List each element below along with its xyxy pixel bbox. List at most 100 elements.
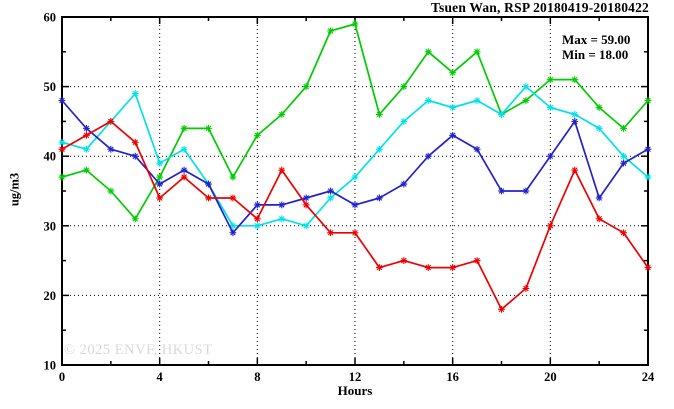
data-point-marker [595,124,603,132]
data-point-marker [571,76,579,84]
data-point-marker [205,194,212,202]
data-point-marker [473,48,481,56]
data-point-marker [327,229,334,237]
data-point-marker [180,145,188,153]
series-blue-line [58,97,652,237]
data-point-marker [83,166,90,174]
data-point-marker [644,264,652,271]
x-axis-label: Hours [337,383,373,398]
data-point-marker [351,173,359,181]
data-point-marker [400,257,408,264]
data-point-marker [522,83,530,90]
data-point-marker [595,215,603,223]
data-point-marker [546,104,554,111]
data-point-marker [83,145,90,153]
data-point-marker [156,173,164,181]
data-point-marker [131,152,139,160]
data-point-marker [595,104,603,111]
axis-ticks [62,17,648,365]
data-point-marker [522,187,530,195]
data-point-marker [449,69,457,77]
data-point-marker [180,173,188,181]
data-point-marker [58,173,66,181]
data-point-marker [156,180,164,188]
data-point-marker [424,152,432,160]
data-point-marker [376,145,383,153]
min-value-label: Min = 18.00 [562,47,629,62]
data-point-marker [131,215,139,223]
data-point-marker [302,201,310,209]
data-point-marker [571,166,579,174]
series-cyan-line [58,83,652,230]
data-point-marker [620,159,627,167]
data-point-marker [180,124,188,132]
x-tick-label: 8 [254,370,260,384]
data-point-marker [107,145,115,153]
data-point-marker [107,187,115,195]
data-point-marker [302,194,310,202]
series-red-line [58,118,652,313]
max-value-label: Max = 59.00 [562,32,631,47]
data-point-marker [107,118,115,125]
data-point-marker [327,194,334,202]
y-axis-label: ug/m3 [7,172,22,207]
data-point-marker [278,201,286,209]
watermark: © 2025 ENVF, HKUST [64,342,213,358]
x-tick-label: 20 [544,370,557,384]
data-point-marker [424,97,432,104]
y-tick-label: 50 [44,80,57,94]
y-tick-label: 40 [44,150,57,164]
y-tick-label: 30 [44,219,57,233]
data-point-marker [644,145,652,153]
data-point-marker [180,166,188,174]
data-point-marker [83,124,90,132]
data-point-marker [522,285,530,292]
data-point-marker [473,97,481,104]
x-tick-label: 16 [446,370,459,384]
data-point-marker [376,111,383,118]
data-point-marker [351,201,359,209]
y-tick-label: 10 [44,359,57,373]
data-point-marker [351,20,359,28]
x-tick-label: 12 [349,370,362,384]
data-point-marker [58,138,66,146]
data-point-marker [571,111,579,118]
x-tick-label: 24 [642,370,655,384]
data-point-marker [278,215,286,223]
data-point-marker [83,131,90,139]
stats-annotation: Max = 59.00 Min = 18.00 [562,32,630,62]
data-point-marker [58,145,66,153]
data-point-marker [278,166,286,174]
data-point-marker [644,173,652,181]
data-point-marker [546,222,554,230]
data-point-marker [327,187,334,195]
data-point-marker [546,152,554,160]
data-point-marker [498,111,505,118]
data-point-marker [376,264,383,271]
data-point-marker [229,194,237,202]
data-point-marker [156,159,164,167]
data-point-marker [595,194,603,202]
data-point-marker [498,305,505,313]
data-point-marker [473,145,481,153]
x-tick-label: 0 [59,370,65,384]
data-point-marker [449,104,457,111]
data-point-marker [156,194,164,202]
data-point-marker [278,111,286,118]
data-point-marker [400,118,408,125]
data-point-marker [229,222,237,230]
data-point-marker [229,173,237,181]
x-tick-label: 4 [157,370,164,384]
gridlines [62,17,648,365]
data-point-marker [131,90,139,97]
data-point-marker [424,48,432,56]
data-point-marker [546,76,554,84]
data-point-marker [253,201,261,209]
tick-labels: 10 20 30 40 50 60 0 4 8 12 16 20 24 [44,11,656,385]
data-point-marker [473,257,481,264]
data-point-marker [498,187,505,195]
data-point-marker [620,152,627,160]
data-point-marker [400,180,408,188]
data-point-marker [449,264,457,271]
